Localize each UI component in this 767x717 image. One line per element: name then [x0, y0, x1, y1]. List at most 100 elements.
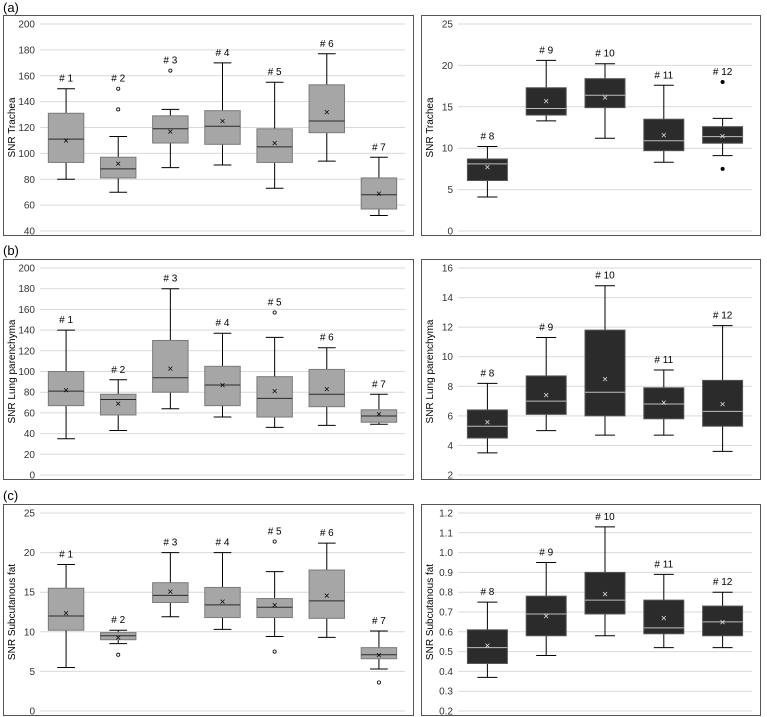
y-tick-label: 80: [24, 175, 36, 186]
group-label: # 3: [163, 538, 177, 549]
y-tick-label: 0.3: [439, 687, 453, 698]
y-tick-label: 180: [18, 284, 35, 295]
mean-marker: ×: [63, 136, 69, 147]
box-iqr: [702, 126, 744, 144]
box-iqr: [466, 629, 508, 664]
mean-marker: ×: [115, 399, 121, 410]
mean-marker: ×: [220, 597, 226, 608]
box-iqr: [702, 379, 744, 427]
box-iqr: [204, 586, 241, 619]
y-tick-label: 15: [24, 588, 36, 599]
mean-marker: ×: [543, 611, 549, 622]
mean-marker: ×: [220, 117, 226, 128]
y-tick-label: 100: [18, 149, 35, 160]
group-label: # 11: [654, 559, 673, 570]
y-tick-label: 0: [447, 227, 453, 236]
group-label: # 10: [595, 512, 615, 523]
box-iqr: [99, 156, 137, 179]
y-tick-label: 40: [24, 227, 36, 236]
mean-marker: ×: [63, 608, 69, 619]
group-label: # 10: [595, 49, 615, 60]
y-axis-label: SNR Subcutanous fat: [7, 564, 18, 660]
group-label: # 9: [539, 322, 553, 333]
y-tick-label: 120: [18, 123, 35, 134]
box-iqr: [584, 329, 626, 417]
group-label: # 4: [216, 318, 230, 329]
group-label: # 8: [480, 587, 494, 598]
y-tick-label: 160: [18, 71, 35, 82]
outlier-point: [116, 652, 121, 657]
outlier-point: [168, 68, 173, 73]
y-tick-label: 200: [18, 264, 35, 275]
mean-marker: ×: [543, 97, 549, 108]
y-tick-label: 0.7: [439, 608, 453, 619]
chart-panel-c-right: 0.2 0.3 0.4 0.5 0.6 0.7 0.8 0.9 1.0 1.1 1.2 SNR Sub…: [421, 504, 761, 716]
outlier-point: [272, 649, 277, 654]
y-tick-label: 10: [442, 144, 454, 155]
chart-svg: 2 4 6 8 10 12 14 16 SNR Lung parenchyma × # 8 × # 9 ×…: [425, 264, 752, 479]
group-label: # 8: [480, 132, 494, 143]
y-tick-label: 200: [18, 20, 35, 31]
chart-panel-b-left: 0 20 40 60 80 100 120 140 160 180 200 SNR Lung pare…: [3, 259, 414, 480]
chart-svg: 0 5 10 15 20 25 SNR Subcutanous fat × # 1 × # 2 × # …: [7, 509, 405, 716]
y-tick-label: 0.6: [439, 627, 453, 638]
outlier-point: [376, 680, 381, 685]
y-tick-label: 14: [442, 293, 454, 304]
box-iqr: [47, 112, 85, 163]
group-label: # 12: [713, 67, 733, 78]
box-iqr: [525, 375, 567, 415]
section-label-c: (c): [3, 488, 19, 503]
y-tick-label: 0: [29, 707, 35, 716]
y-tick-label: 8: [447, 382, 453, 393]
mean-marker: ×: [720, 131, 726, 142]
outlier-point: [116, 107, 121, 112]
y-tick-label: 0.8: [439, 588, 453, 599]
chart-svg: 0 20 40 60 80 100 120 140 160 180 200 SNR Lung pare…: [7, 264, 405, 479]
group-label: # 9: [539, 45, 553, 56]
y-tick-label: 10: [24, 627, 36, 638]
box-iqr: [47, 371, 85, 407]
mean-marker: ×: [661, 130, 667, 141]
mean-marker: ×: [602, 590, 608, 601]
outlier-point: [272, 539, 277, 544]
y-axis-label: SNR Lung parenchyma: [425, 319, 436, 423]
box-iqr: [152, 115, 189, 144]
y-tick-label: 120: [18, 346, 35, 357]
mean-marker: ×: [484, 417, 490, 428]
mean-marker: ×: [602, 93, 608, 104]
chart-svg: 0 5 10 15 20 25 SNR Trachea × # 8 × # 9 × # 10 × # 11 ×…: [425, 20, 752, 236]
box-iqr: [360, 177, 398, 210]
box-iqr: [308, 368, 346, 408]
y-tick-label: 6: [447, 411, 453, 422]
y-tick-label: 25: [24, 509, 36, 520]
group-label: # 11: [654, 355, 673, 366]
y-tick-label: 60: [24, 201, 36, 212]
box-iqr: [525, 595, 567, 637]
group-label: # 2: [111, 365, 125, 376]
y-tick-label: 140: [18, 97, 35, 108]
box-iqr: [702, 605, 744, 637]
y-tick-label: 20: [24, 548, 36, 559]
box-iqr: [360, 647, 398, 660]
mean-marker: ×: [220, 380, 226, 391]
mean-marker: ×: [720, 400, 726, 411]
mean-marker: ×: [63, 386, 69, 397]
mean-marker: ×: [720, 617, 726, 628]
group-label: # 11: [654, 70, 673, 81]
outlier-point: [720, 166, 725, 171]
y-tick-label: 20: [24, 450, 36, 461]
y-tick-label: 0.5: [439, 647, 453, 658]
group-label: # 2: [111, 74, 125, 85]
mean-marker: ×: [324, 107, 330, 118]
group-label: # 1: [59, 549, 73, 560]
chart-svg: 0.2 0.3 0.4 0.5 0.6 0.7 0.8 0.9 1.0 1.1 1.2 SNR Sub…: [425, 509, 752, 716]
group-label: # 6: [320, 528, 334, 539]
box-iqr: [256, 128, 293, 163]
group-label: # 3: [163, 274, 177, 285]
mean-marker: ×: [484, 641, 490, 652]
box-iqr: [308, 569, 346, 619]
mean-marker: ×: [167, 127, 173, 138]
section-label-a: (a): [3, 0, 19, 15]
y-tick-label: 0.2: [439, 707, 453, 716]
mean-marker: ×: [376, 650, 382, 661]
